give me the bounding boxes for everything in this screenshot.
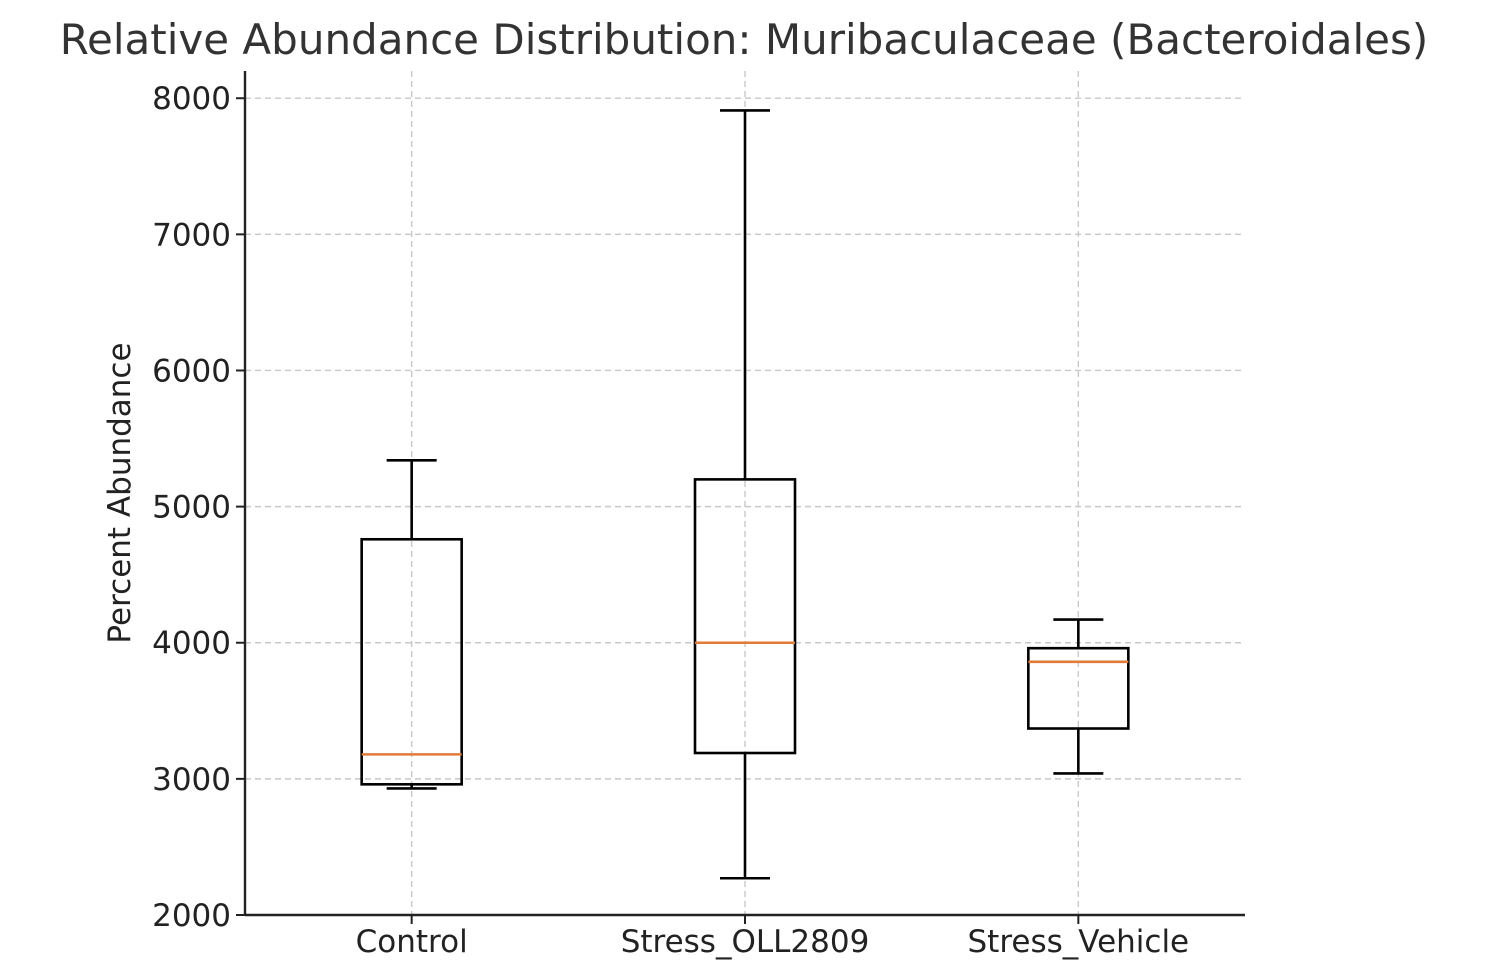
ticks-layer: 2000 3000 4000 5000 6000 7000 8000 Control Stres… bbox=[152, 81, 1189, 960]
y-tick-label: 4000 bbox=[152, 626, 231, 662]
chart-title: Relative Abundance Distribution: Muribac… bbox=[60, 15, 1429, 64]
y-tick-label: 8000 bbox=[152, 81, 231, 117]
y-axis-label: Percent Abundance bbox=[102, 342, 138, 643]
x-tick-label: Stress_Vehicle bbox=[968, 924, 1190, 960]
x-tick-label: Control bbox=[356, 924, 468, 960]
box-group bbox=[1027, 618, 1130, 775]
iqr-box bbox=[693, 478, 797, 755]
y-tick-label: 5000 bbox=[152, 490, 231, 526]
box-group bbox=[360, 459, 463, 790]
y-tick-label: 7000 bbox=[152, 217, 231, 253]
box-group bbox=[693, 109, 797, 880]
boxes-layer bbox=[360, 109, 1130, 880]
y-tick-label: 3000 bbox=[152, 762, 231, 798]
iqr-box bbox=[1027, 646, 1130, 730]
iqr-box bbox=[360, 537, 463, 786]
y-tick-label: 6000 bbox=[152, 353, 231, 389]
x-tick-label: Stress_OLL2809 bbox=[621, 924, 870, 960]
y-tick-label: 2000 bbox=[152, 898, 231, 934]
